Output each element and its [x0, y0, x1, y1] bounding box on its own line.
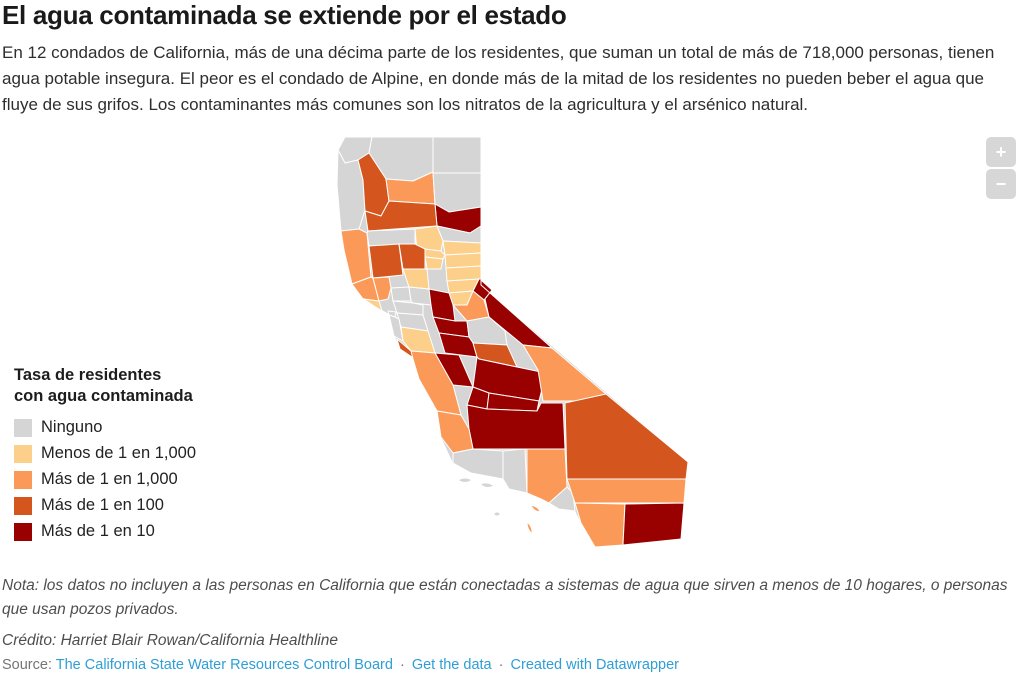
county-shapes[interactable] — [336, 136, 689, 548]
map-zoom-out-button[interactable]: − — [986, 169, 1016, 199]
legend-swatch-more-1-in-1000 — [14, 470, 32, 489]
map-zoom-in-button[interactable]: + — [986, 137, 1016, 167]
source-line: Source: The California State Water Resou… — [2, 657, 679, 673]
county-solano[interactable] — [390, 286, 412, 302]
island-catalina — [530, 504, 541, 513]
county-imperial[interactable] — [622, 502, 685, 546]
county-colusa[interactable] — [398, 243, 426, 270]
source-link-water-board[interactable]: The California State Water Resources Con… — [55, 657, 393, 673]
county-kern[interactable] — [466, 402, 566, 450]
county-san-bernardino[interactable] — [564, 393, 689, 480]
legend-swatch-less-1-in-1000 — [14, 444, 32, 463]
county-napa[interactable] — [372, 276, 392, 302]
county-san-diego[interactable] — [574, 502, 626, 548]
source-link-datawrapper[interactable]: Created with Datawrapper — [510, 657, 679, 673]
legend-item-none: Ninguno — [14, 418, 274, 437]
legend-swatch-none — [14, 418, 32, 437]
county-marin[interactable] — [361, 297, 383, 312]
chart-note: Nota: los datos no incluyen a las person… — [2, 577, 1008, 618]
county-lake[interactable] — [368, 243, 404, 279]
island-anacapa — [493, 511, 501, 517]
legend-swatch-more-1-in-100 — [14, 496, 32, 515]
map-legend: Tasa de residentes con agua contaminada … — [14, 365, 274, 548]
county-santa-barbara[interactable] — [452, 448, 504, 480]
county-riverside[interactable] — [566, 478, 687, 504]
county-mono[interactable] — [480, 279, 553, 349]
island-santa-barbara-1 — [457, 477, 473, 483]
separator-dot: · — [498, 657, 504, 673]
county-sacramento[interactable] — [408, 286, 432, 306]
county-sutter[interactable] — [424, 256, 444, 270]
county-modoc[interactable] — [432, 136, 482, 174]
legend-swatch-more-1-in-10 — [14, 522, 32, 541]
island-san-clemente — [526, 521, 533, 535]
chart-description: En 12 condados de California, más de una… — [2, 43, 995, 114]
legend-item-more-1-in-10: Más de 1 en 10 — [14, 522, 274, 541]
county-orange[interactable] — [548, 486, 576, 512]
separator-dot: · — [399, 657, 405, 673]
county-placer[interactable] — [444, 252, 482, 269]
legend-title: Tasa de residentes con agua contaminada — [14, 366, 193, 405]
legend-item-less-1-in-1000: Menos de 1 en 1,000 — [14, 444, 274, 463]
county-contra-costa[interactable] — [392, 300, 424, 316]
page-title: El agua contaminada se extiende por el e… — [2, 0, 567, 30]
county-ventura[interactable] — [502, 448, 528, 494]
chart-credit: Crédito: Harriet Blair Rowan/California … — [2, 632, 338, 649]
county-glenn[interactable] — [366, 228, 416, 247]
source-link-get-the-data[interactable]: Get the data — [411, 657, 492, 673]
county-mendocino[interactable] — [340, 228, 372, 285]
island-santa-barbara-2 — [479, 482, 495, 489]
channel-islands — [457, 477, 541, 535]
legend-item-more-1-in-100: Más de 1 en 100 — [14, 496, 274, 515]
legend-item-more-1-in-1000: Más de 1 en 1,000 — [14, 470, 274, 489]
county-yuba[interactable] — [424, 248, 446, 260]
county-lassen[interactable] — [432, 172, 482, 213]
source-label: Source: — [2, 657, 52, 673]
